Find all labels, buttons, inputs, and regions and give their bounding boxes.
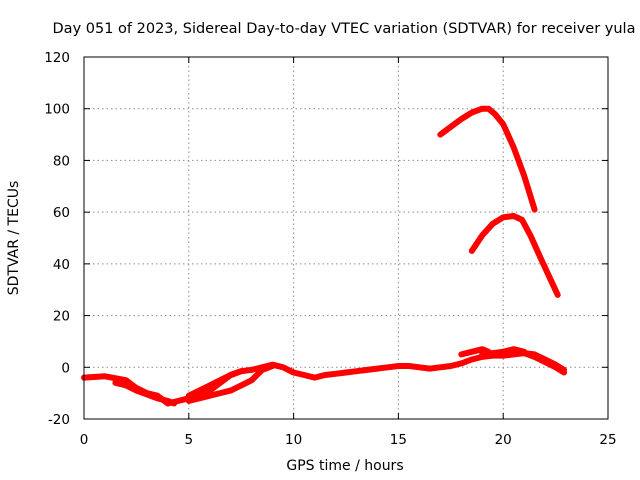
y-tick-label: 80 (53, 153, 70, 169)
x-tick-label: 10 (285, 432, 302, 448)
plot-frame (83, 56, 609, 420)
series-pass-g (479, 346, 528, 358)
y-tick-label: 120 (44, 50, 70, 66)
x-tick-label: 5 (185, 432, 194, 448)
series-pass-c (185, 368, 245, 399)
series-pass-b (185, 363, 276, 404)
y-tick-label: 20 (53, 309, 70, 325)
chart-title: Day 051 of 2023, Sidereal Day-to-day VTE… (53, 21, 636, 37)
series-pass-e (458, 346, 492, 358)
x-tick-label: 20 (495, 432, 512, 448)
y-axis-label: SDTVAR / TECUs (6, 181, 22, 296)
x-axis-label: GPS time / hours (286, 458, 403, 474)
data-traces (81, 105, 567, 407)
grid-lines (84, 57, 608, 419)
x-tick-label: 25 (599, 432, 616, 448)
series-pass-h (437, 105, 538, 213)
x-tick-labels: 0 5 10 15 20 25 (80, 432, 617, 448)
y-tick-label: 100 (44, 102, 70, 118)
y-tick-labels: -20 0 20 40 60 80 100 120 (44, 50, 70, 428)
series-pass-d (112, 379, 178, 407)
series-pass-i (468, 213, 561, 298)
y-tick-label: 40 (53, 257, 70, 273)
x-tick-label: 15 (390, 432, 407, 448)
y-tick-label: 60 (53, 205, 70, 221)
axis-ticks (83, 56, 609, 420)
y-tick-label: -20 (48, 412, 70, 428)
x-tick-label: 0 (80, 432, 89, 448)
y-tick-label: 0 (61, 360, 70, 376)
